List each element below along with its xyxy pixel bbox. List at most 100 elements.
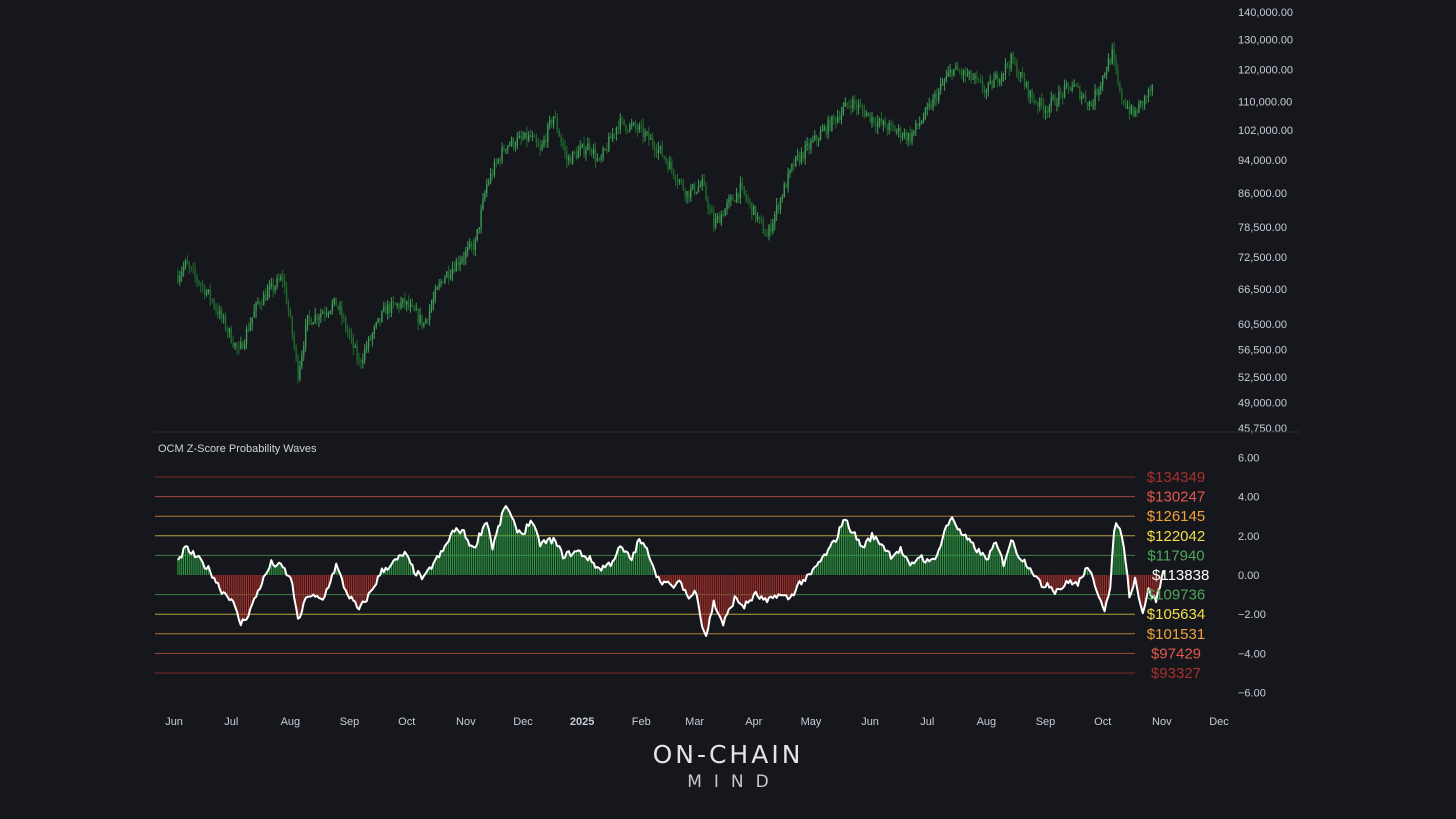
price-candle-body (352, 336, 355, 348)
price-candle-body (545, 139, 547, 143)
price-candle-body (396, 304, 398, 306)
price-candle-body (836, 116, 839, 123)
price-candle-body (484, 193, 486, 199)
price-candle-body (1107, 59, 1110, 72)
zscore-price-label: $105634 (1147, 606, 1205, 623)
time-tick-label: Nov (456, 716, 476, 728)
price-candle-body (979, 79, 982, 82)
price-candle-body (840, 113, 843, 120)
price-tick-label: 60,500.00 (1238, 319, 1287, 331)
price-candle-body (854, 99, 856, 105)
price-candle-body (428, 310, 431, 321)
price-candle-body (617, 127, 620, 129)
price-candle-body (1050, 97, 1052, 107)
price-candle-body (356, 346, 358, 360)
price-candle-body (316, 314, 318, 320)
price-candle-body (1143, 96, 1146, 105)
price-candle-body (735, 192, 738, 202)
time-tick-label: Jul (224, 716, 238, 728)
price-candle-body (257, 302, 259, 304)
price-candle-body (1010, 53, 1012, 69)
price-candle-body (1031, 90, 1033, 99)
price-candle-body (508, 144, 511, 146)
price-candle-body (209, 289, 211, 300)
price-candle-body (886, 127, 888, 131)
price-candle-body (865, 113, 867, 117)
price-candle-body (615, 127, 618, 135)
price-candle-body (501, 147, 503, 162)
price-candle-body (775, 205, 778, 215)
price-candle-body (434, 289, 437, 299)
price-candle-body (426, 319, 429, 321)
price-candle-body (516, 137, 519, 146)
price-candle-body (1035, 102, 1037, 104)
price-candle-body (857, 104, 860, 109)
price-candle-body (1134, 110, 1136, 116)
price-candle-body (842, 106, 845, 114)
price-candle-body (198, 280, 200, 285)
zscore-price-label: $117940 (1147, 547, 1204, 564)
price-candle-body (661, 145, 663, 156)
price-candle-body (343, 318, 345, 320)
zscore-tick-label: −2.00 (1238, 609, 1266, 621)
price-candle-body (203, 286, 206, 296)
price-candle-body (261, 304, 263, 306)
logo-line-2: MIND (687, 772, 781, 792)
price-candle-body (663, 155, 665, 159)
price-candle-body (991, 80, 993, 88)
price-candle-body (1086, 102, 1089, 107)
price-candle-body (983, 89, 986, 93)
price-candle-body (1113, 48, 1115, 60)
price-candle-body (222, 316, 225, 319)
price-candle-body (459, 262, 461, 266)
price-tick-label: 56,500.00 (1238, 345, 1287, 357)
price-candle-body (796, 155, 799, 157)
price-candle-body (1136, 110, 1138, 113)
price-candle-body (432, 298, 435, 305)
price-candle-body (644, 132, 646, 137)
price-candle-body (440, 281, 442, 284)
price-candle-body (638, 125, 641, 131)
price-candle-body (632, 123, 635, 125)
logo-line-1: ON-CHAIN (653, 740, 804, 769)
price-candle-body (549, 119, 551, 125)
price-candle-body (781, 196, 784, 199)
price-candle-body (179, 276, 181, 282)
price-candle-body (461, 259, 463, 263)
price-candle-body (724, 208, 726, 217)
price-candle-body (692, 184, 694, 189)
price-candle-body (846, 102, 848, 106)
price-chart-panel: 140,000.00 130,000.00 120,000.00 110,000.00… (177, 7, 1293, 435)
price-candle-body (833, 116, 835, 119)
price-candle-body (640, 125, 642, 127)
price-candle-body (444, 277, 446, 283)
price-candle-body (550, 119, 553, 125)
price-candle-body (579, 146, 581, 151)
price-candle-body (754, 205, 757, 220)
price-candle-body (758, 216, 761, 218)
price-candle-body (804, 145, 806, 159)
price-candle-body (541, 144, 543, 150)
price-candle-body (932, 98, 934, 109)
price-candle-body (304, 325, 307, 347)
price-candle-body (362, 359, 364, 363)
price-candle-body (392, 301, 395, 304)
price-candle-body (955, 66, 957, 69)
price-candle-body (625, 124, 627, 131)
price-candle-body (425, 319, 427, 324)
price-candle-body (379, 318, 381, 322)
price-candle-body (274, 286, 276, 291)
price-candle-body (1081, 96, 1083, 100)
price-candle-body (1060, 91, 1062, 94)
price-candle-body (856, 104, 858, 109)
price-candle-body (200, 284, 202, 286)
price-candle-body (180, 272, 183, 277)
price-candle-body (234, 343, 236, 347)
zscore-tick-label: 4.00 (1238, 492, 1259, 504)
price-candle-body (713, 213, 715, 227)
price-candle-body (772, 223, 774, 232)
price-candle-body (651, 138, 654, 146)
price-candle-body (762, 221, 764, 234)
price-candle-body (535, 137, 538, 144)
price-candle-body (1073, 84, 1075, 87)
